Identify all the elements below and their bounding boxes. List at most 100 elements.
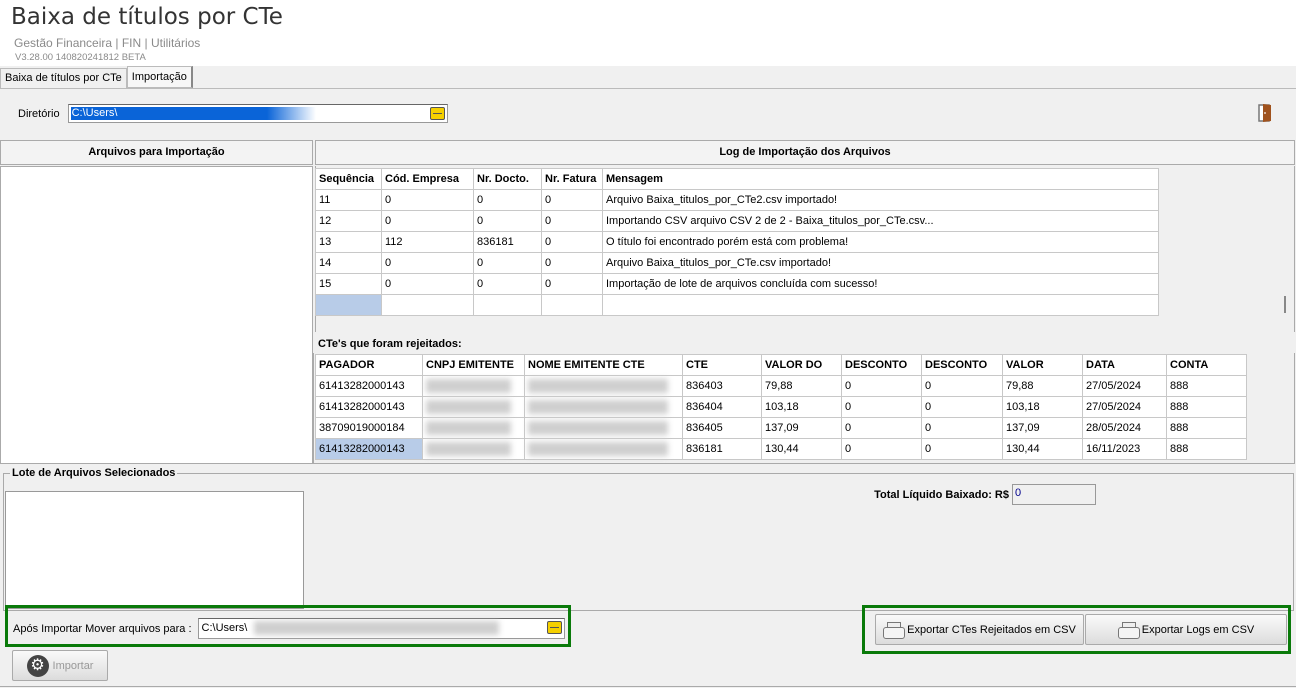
rejected-cell: 137,09 bbox=[761, 417, 842, 439]
rejected-cell: 0 bbox=[841, 438, 922, 460]
directory-row: Diretório C:\Users\ bbox=[18, 104, 448, 123]
redacted-value bbox=[426, 442, 511, 456]
redacted-value bbox=[426, 421, 511, 435]
rejected-cell bbox=[422, 396, 525, 418]
log-cell: 0 bbox=[381, 273, 474, 295]
log-col-nr-fatura[interactable]: Nr. Fatura bbox=[541, 168, 603, 190]
rejected-row[interactable]: 38709019000184 836405 137,09 0 0 137,09 28/05/… bbox=[315, 417, 1247, 439]
import-button[interactable]: ⚙ Importar bbox=[12, 650, 108, 681]
rejected-col-header[interactable]: CNPJ EMITENTE bbox=[422, 354, 525, 376]
log-cell: 836181 bbox=[473, 231, 542, 253]
rejected-cell: 103,18 bbox=[761, 396, 842, 418]
log-scrollbar-thumb[interactable] bbox=[1284, 296, 1286, 313]
rejected-col-header[interactable]: DATA bbox=[1082, 354, 1167, 376]
redacted-value bbox=[528, 421, 668, 435]
tab-importacao[interactable]: Importação bbox=[126, 66, 193, 88]
log-cell bbox=[541, 294, 603, 316]
tab-bar: Baixa de títulos por CTe Importação bbox=[0, 66, 193, 88]
files-list[interactable] bbox=[0, 166, 313, 464]
move-highlight-box bbox=[5, 605, 571, 647]
redacted-value bbox=[528, 379, 668, 393]
log-row-empty[interactable] bbox=[315, 294, 1159, 316]
log-cell: 0 bbox=[381, 189, 474, 211]
log-cell: 0 bbox=[381, 210, 474, 232]
rejected-cell bbox=[422, 438, 525, 460]
log-table[interactable]: Sequência Cód. Empresa Nr. Docto. Nr. Fa… bbox=[315, 168, 1159, 316]
rejected-cell: 79,88 bbox=[761, 375, 842, 397]
lote-list[interactable] bbox=[5, 491, 304, 609]
rejected-col-header[interactable]: NOME EMITENTE CTE bbox=[524, 354, 683, 376]
rejected-col-header[interactable]: DESCONTO bbox=[841, 354, 922, 376]
log-cell: 0 bbox=[541, 210, 603, 232]
log-cell: Arquivo Baixa_titulos_por_CTe.csv import… bbox=[602, 252, 1159, 274]
log-cell: 13 bbox=[315, 231, 382, 253]
log-cell: Importando CSV arquivo CSV 2 de 2 - Baix… bbox=[602, 210, 1159, 232]
log-row[interactable]: 14 0 0 0 Arquivo Baixa_titulos_por_CTe.csv i… bbox=[315, 252, 1159, 274]
log-row[interactable]: 12 0 0 0 Importando CSV arquivo CSV 2 de 2 -… bbox=[315, 210, 1159, 232]
log-col-mensagem[interactable]: Mensagem bbox=[602, 168, 1159, 190]
total-label: Total Líquido Baixado: R$ bbox=[874, 488, 1009, 501]
log-cell bbox=[315, 294, 382, 316]
log-cell: 0 bbox=[473, 210, 542, 232]
log-scrollbar[interactable] bbox=[1278, 168, 1293, 330]
rejected-col-header[interactable]: CTE bbox=[682, 354, 762, 376]
rejected-table[interactable]: PAGADOR CNPJ EMITENTE NOME EMITENTE CTE CTE… bbox=[315, 354, 1247, 460]
folder-open-icon[interactable] bbox=[546, 621, 562, 634]
rejected-cell: 130,44 bbox=[1002, 438, 1083, 460]
rejected-cell: 0 bbox=[921, 438, 1003, 460]
folder-open-icon[interactable] bbox=[429, 107, 445, 120]
export-logs-label: Exportar Logs em CSV bbox=[1141, 623, 1255, 636]
log-cell: 11 bbox=[315, 189, 382, 211]
rejected-cell bbox=[422, 417, 525, 439]
page-title: Baixa de títulos por CTe bbox=[11, 4, 283, 30]
rejected-cell: 836405 bbox=[682, 417, 762, 439]
log-row[interactable]: 13 112 836181 0 O título foi encontrado poré… bbox=[315, 231, 1159, 253]
rejected-col-header[interactable]: CONTA bbox=[1166, 354, 1247, 376]
export-logs-button[interactable]: Exportar Logs em CSV bbox=[1085, 614, 1287, 645]
rejected-row[interactable]: 61413282000143 836181 130,44 0 0 130,44 16/11/… bbox=[315, 438, 1247, 460]
tab-baixa[interactable]: Baixa de títulos por CTe bbox=[0, 68, 127, 88]
rejected-col-header[interactable]: PAGADOR bbox=[315, 354, 423, 376]
log-cell: 0 bbox=[541, 189, 603, 211]
rejected-cell: 888 bbox=[1166, 396, 1247, 418]
printer-icon bbox=[883, 621, 906, 639]
log-cell: 0 bbox=[473, 189, 542, 211]
rejected-cell: 27/05/2024 bbox=[1082, 375, 1167, 397]
redacted-value bbox=[426, 379, 511, 393]
log-col-cod-empresa[interactable]: Cód. Empresa bbox=[381, 168, 474, 190]
redacted-path bbox=[253, 621, 499, 635]
rejected-cell: 79,88 bbox=[1002, 375, 1083, 397]
directory-value: C:\Users\ bbox=[70, 107, 316, 120]
rejected-cell: 0 bbox=[841, 417, 922, 439]
rejected-cell: 836403 bbox=[682, 375, 762, 397]
bottom-border bbox=[0, 686, 1296, 687]
rejected-col-header[interactable]: VALOR bbox=[1002, 354, 1083, 376]
export-rejected-button[interactable]: Exportar CTes Rejeitados em CSV bbox=[875, 614, 1084, 645]
log-cell: 0 bbox=[381, 252, 474, 274]
rejected-label: CTe's que foram rejeitados: bbox=[318, 338, 462, 350]
log-row[interactable]: 15 0 0 0 Importação de lote de arquivos conc… bbox=[315, 273, 1159, 295]
move-directory-value: C:\Users\ bbox=[201, 622, 248, 634]
log-col-sequencia[interactable]: Sequência bbox=[315, 168, 382, 190]
directory-input[interactable]: C:\Users\ bbox=[67, 104, 448, 123]
log-col-nr-docto[interactable]: Nr. Docto. bbox=[473, 168, 542, 190]
rejected-cell: 61413282000143 bbox=[315, 375, 423, 397]
rejected-cell: 888 bbox=[1166, 417, 1247, 439]
import-label: Importar bbox=[52, 659, 94, 672]
rejected-col-header[interactable]: VALOR DO bbox=[761, 354, 842, 376]
log-cell: 0 bbox=[541, 231, 603, 253]
log-row[interactable]: 11 0 0 0 Arquivo Baixa_titulos_por_CTe2.csv … bbox=[315, 189, 1159, 211]
rejected-row[interactable]: 61413282000143 836404 103,18 0 0 103,18 27/05/… bbox=[315, 396, 1247, 418]
move-directory-input[interactable]: C:\Users\ bbox=[197, 618, 565, 639]
log-cell bbox=[381, 294, 474, 316]
total-value: 0 bbox=[1012, 484, 1096, 505]
exit-door-icon[interactable] bbox=[1258, 103, 1272, 123]
rejected-cell bbox=[524, 438, 683, 460]
rejected-cell: 27/05/2024 bbox=[1082, 396, 1167, 418]
rejected-cell: 130,44 bbox=[761, 438, 842, 460]
total-row: Total Líquido Baixado: R$ 0 bbox=[874, 484, 1096, 505]
log-cell: 15 bbox=[315, 273, 382, 295]
rejected-col-header[interactable]: DESCONTO bbox=[921, 354, 1003, 376]
rejected-cell bbox=[524, 417, 683, 439]
rejected-row[interactable]: 61413282000143 836403 79,88 0 0 79,88 27/05/20… bbox=[315, 375, 1247, 397]
